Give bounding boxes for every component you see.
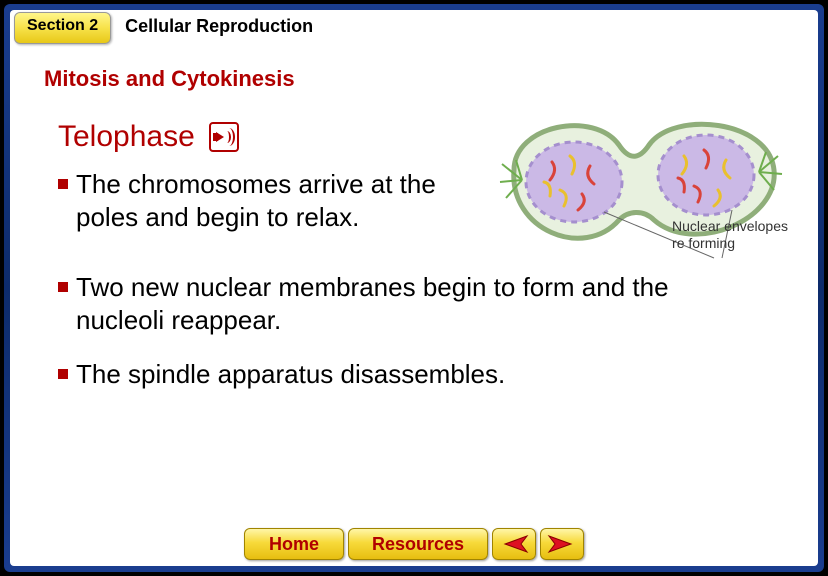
bullet-item: The spindle apparatus disassembles. xyxy=(58,358,758,391)
home-label: Home xyxy=(269,534,319,555)
resources-button[interactable]: Resources xyxy=(348,528,488,560)
subheading: Mitosis and Cytokinesis xyxy=(44,66,818,92)
audio-icon[interactable] xyxy=(209,122,239,152)
bullet-text: Two new nuclear membranes begin to form … xyxy=(76,271,758,336)
bullet-marker xyxy=(58,282,68,292)
prev-button[interactable] xyxy=(492,528,536,560)
bullet-item: Two new nuclear membranes begin to form … xyxy=(58,271,758,336)
header: Section 2 Cellular Reproduction xyxy=(10,10,818,48)
bullet-marker xyxy=(58,179,68,189)
section-tab: Section 2 xyxy=(14,12,111,44)
bullet-text: The chromosomes arrive at the poles and … xyxy=(76,168,458,233)
slide-body: Section 2 Cellular Reproduction Mitosis … xyxy=(10,10,818,566)
section-label: Section 2 xyxy=(27,17,98,34)
content: The chromosomes arrive at the poles and … xyxy=(10,168,818,391)
phase-title: Telophase xyxy=(58,120,195,154)
footer-nav: Home Resources xyxy=(10,524,818,564)
next-button[interactable] xyxy=(540,528,584,560)
bullet-text: The spindle apparatus disassembles. xyxy=(76,358,505,391)
bullet-item: The chromosomes arrive at the poles and … xyxy=(58,168,458,233)
chapter-title: Cellular Reproduction xyxy=(125,16,313,37)
slide-frame: Section 2 Cellular Reproduction Mitosis … xyxy=(4,4,824,572)
home-button[interactable]: Home xyxy=(244,528,344,560)
bullet-marker xyxy=(58,369,68,379)
resources-label: Resources xyxy=(372,534,464,555)
